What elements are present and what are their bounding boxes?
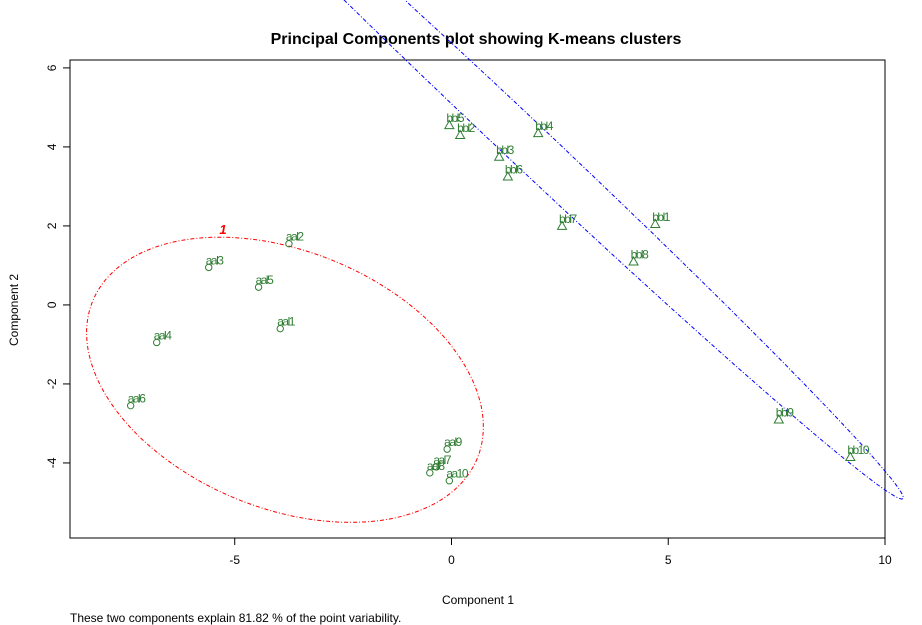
y-tick-label: -4 [45,457,59,468]
point-marker-triangle [628,255,639,266]
point-label: bbl7 [559,212,578,226]
point-label: bbl9 [776,405,795,419]
y-axis-label: Component 2 [7,274,21,346]
point-marker-triangle [493,151,505,161]
point-label: bbl1 [652,210,671,224]
cluster-1-ellipse [86,236,484,523]
plot-area-frame [69,59,886,539]
point-marker-circle [126,401,135,410]
point-marker-circle [254,283,263,291]
y-tick-label: 0 [45,301,59,308]
point-label: bbl3 [496,143,515,157]
x-tick-label: -5 [229,553,240,567]
point-marker-circle [285,239,293,248]
point-label: aa10 [446,467,469,481]
cluster-2-ellipse [343,0,904,500]
point-marker-triangle [502,171,514,181]
point-marker-triangle [454,129,466,140]
point-marker-circle [153,338,161,347]
point-label: aal6 [128,392,147,406]
point-label: aal9 [444,435,463,449]
y-tick-label: 6 [45,64,59,71]
data-points: aal2 aal3 aal5 aal1 aal4 aal6 aal9 aal7aal8aa10… [126,111,871,485]
x-axis-label: Component 1 [442,593,514,607]
point-label: aal8 [427,459,446,473]
point-marker-circle [443,445,451,453]
variability-footnote: These two components explain 81.82 % of … [70,611,401,625]
point-marker-circle [426,469,434,477]
point-marker-circle [445,477,454,485]
chart-title: Principal Components plot showing K-mean… [271,31,682,48]
y-tick-label: 2 [45,222,59,229]
x-axis: -5 0 5 10 [229,538,892,567]
point-label: bbl6 [505,163,524,177]
point-label: bbl4 [535,119,554,133]
y-tick-label: -2 [45,378,59,389]
point-marker-circle [205,263,213,272]
point-label: bbl8 [631,247,650,261]
point-label: aal2 [286,230,305,244]
x-tick-label: 10 [878,553,892,567]
point-marker-triangle [649,218,661,228]
point-label: aal4 [154,328,173,342]
point-label: aal7 [433,453,452,467]
point-label: aal1 [277,315,296,329]
point-marker-triangle [844,451,856,462]
point-marker-triangle [556,220,568,230]
point-marker-circle [276,324,284,333]
y-tick-label: 4 [45,143,59,150]
x-tick-label: 0 [448,553,455,567]
cluster-ellipses: 12 [86,0,904,523]
point-label: bbl2 [457,121,476,135]
point-marker-triangle [532,127,544,138]
point-label: bbl5 [446,111,465,125]
x-tick-label: 5 [665,553,672,567]
point-label: aal5 [256,273,275,287]
point-marker-triangle [443,119,455,130]
point-label: aal3 [206,253,225,267]
point-marker-triangle [773,413,785,424]
point-marker-circle [432,463,441,471]
y-axis: -4 -2 0 2 4 6 [45,64,70,468]
cluster-1-label: 1 [219,222,226,237]
point-label: bb10 [847,443,870,457]
